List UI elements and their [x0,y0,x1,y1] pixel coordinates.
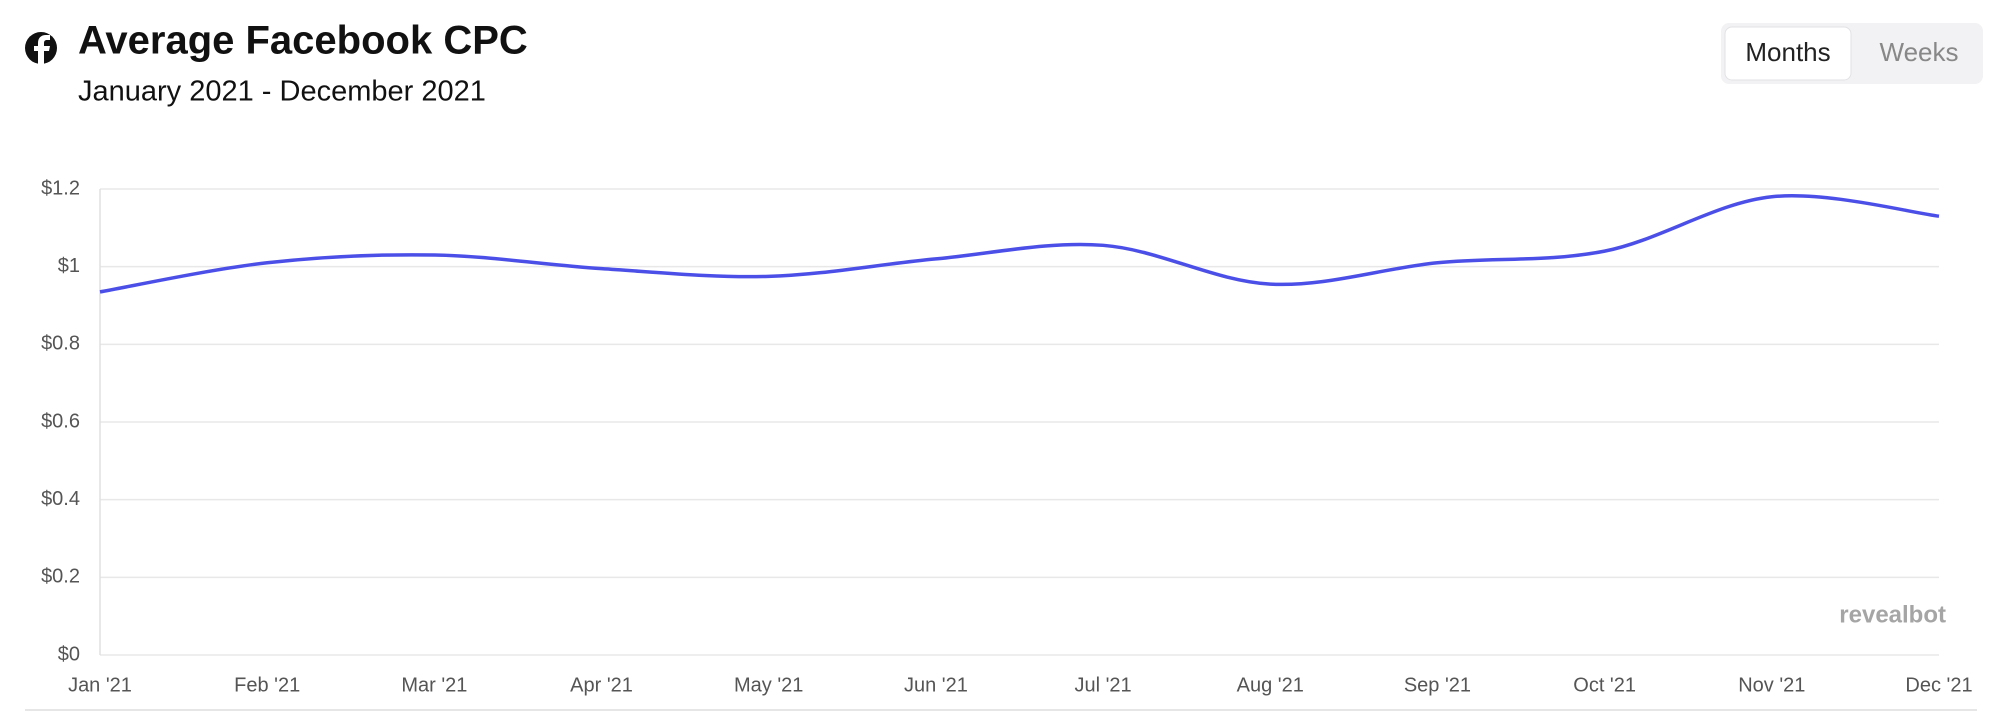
x-tick-label: Oct '21 [1573,674,1636,696]
chart-title: Average Facebook CPC [78,19,528,63]
x-tick-label: Nov '21 [1738,674,1805,696]
y-tick-label: $0 [58,643,80,665]
y-tick-label: $0.4 [41,488,80,510]
toggle-label[interactable]: Weeks [1880,37,1959,67]
x-tick-label: Jul '21 [1074,674,1131,696]
line [99,194,1940,294]
facebook-icon [25,32,57,64]
y-tick-label: $0.8 [41,333,80,355]
chart-subtitle: January 2021 - December 2021 [78,76,486,108]
x-tick-label: Jun '21 [904,674,968,696]
toggle-button[interactable] [1724,26,1852,81]
y-tick-label: $0.6 [41,410,80,432]
y-tick-label: $0.2 [41,566,80,588]
x-tick-label: Sep '21 [1404,674,1471,696]
x-tick-label: Mar '21 [401,674,467,696]
toggle-label[interactable]: Months [1745,37,1830,67]
x-tick-label: Aug '21 [1237,674,1304,696]
x-tick-label: Dec '21 [1905,674,1972,696]
x-tick-label: Jan '21 [68,674,132,696]
x-tick-label: Feb '21 [234,674,300,696]
y-tick-label: $1.2 [41,177,80,199]
x-tick-label: May '21 [734,674,803,696]
watermark: revealbot [1839,601,1946,628]
x-tick-label: Apr '21 [570,674,633,696]
y-tick-label: $1 [58,255,80,277]
